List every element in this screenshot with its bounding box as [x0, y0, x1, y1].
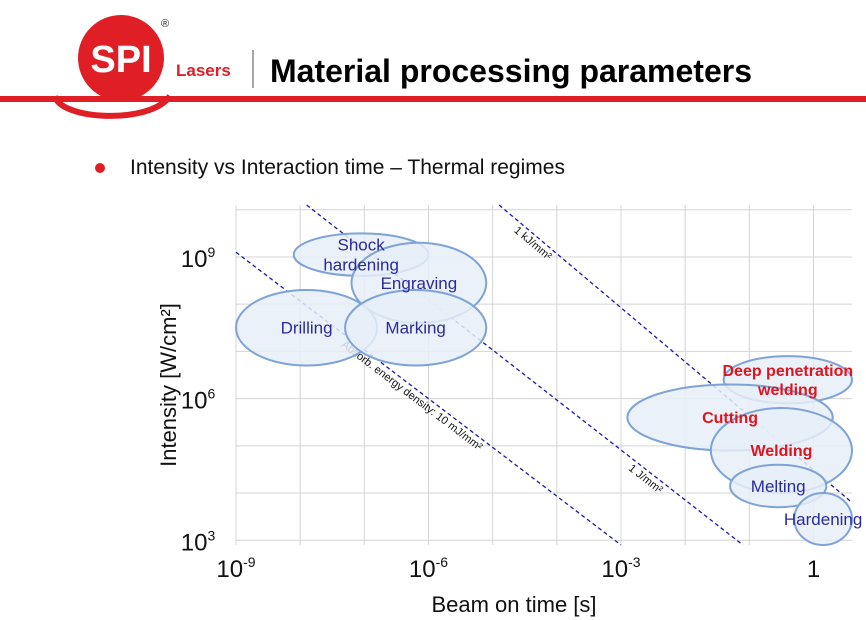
y-tick-label: 106	[181, 386, 216, 415]
logo-circle	[78, 15, 164, 101]
region-label: hardening	[323, 256, 399, 275]
logo-swoosh	[52, 94, 173, 119]
x-tick-label: 10-9	[216, 554, 255, 583]
region-label: welding	[757, 382, 818, 399]
x-axis-label: Beam on time [s]	[431, 592, 596, 617]
logo-text: SPI	[90, 39, 151, 81]
region-ellipse	[729, 463, 828, 509]
region-label: Drilling	[281, 319, 333, 338]
header: SPI ® Lasers Material processing paramet…	[0, 15, 866, 119]
x-tick-label: 10-6	[409, 554, 448, 583]
bullet-dot	[95, 163, 105, 173]
x-tick-label: 1	[807, 556, 820, 583]
page-title: Material processing parameters	[270, 53, 752, 89]
brand-sub: Lasers	[176, 61, 231, 80]
region-label: Welding	[750, 443, 812, 460]
region-label: Melting	[751, 477, 806, 496]
bullet-text: Intensity vs Interaction time – Thermal …	[130, 156, 565, 179]
region-label: Marking	[385, 319, 445, 338]
registered-mark: ®	[161, 18, 169, 30]
region-label: Deep penetration	[722, 363, 853, 380]
y-tick-label: 109	[181, 244, 216, 273]
chart: 10-9 10-6 10-3 1 109 106 103 Beam on time [s] In…	[156, 204, 862, 617]
y-axis-label: Intensity [W/cm²]	[156, 303, 181, 467]
header-red-band	[0, 96, 866, 102]
energy-line-label: 1 J/mm²	[626, 462, 665, 496]
region-ellipse	[344, 289, 488, 367]
region-label: Cutting	[702, 410, 758, 427]
region-label: Engraving	[381, 274, 458, 293]
region-label: Hardening	[784, 510, 862, 529]
x-tick-label: 10-3	[601, 554, 640, 583]
y-tick-label: 103	[181, 527, 216, 556]
region-ellipse	[793, 492, 853, 546]
region-label: Shock	[338, 236, 386, 255]
